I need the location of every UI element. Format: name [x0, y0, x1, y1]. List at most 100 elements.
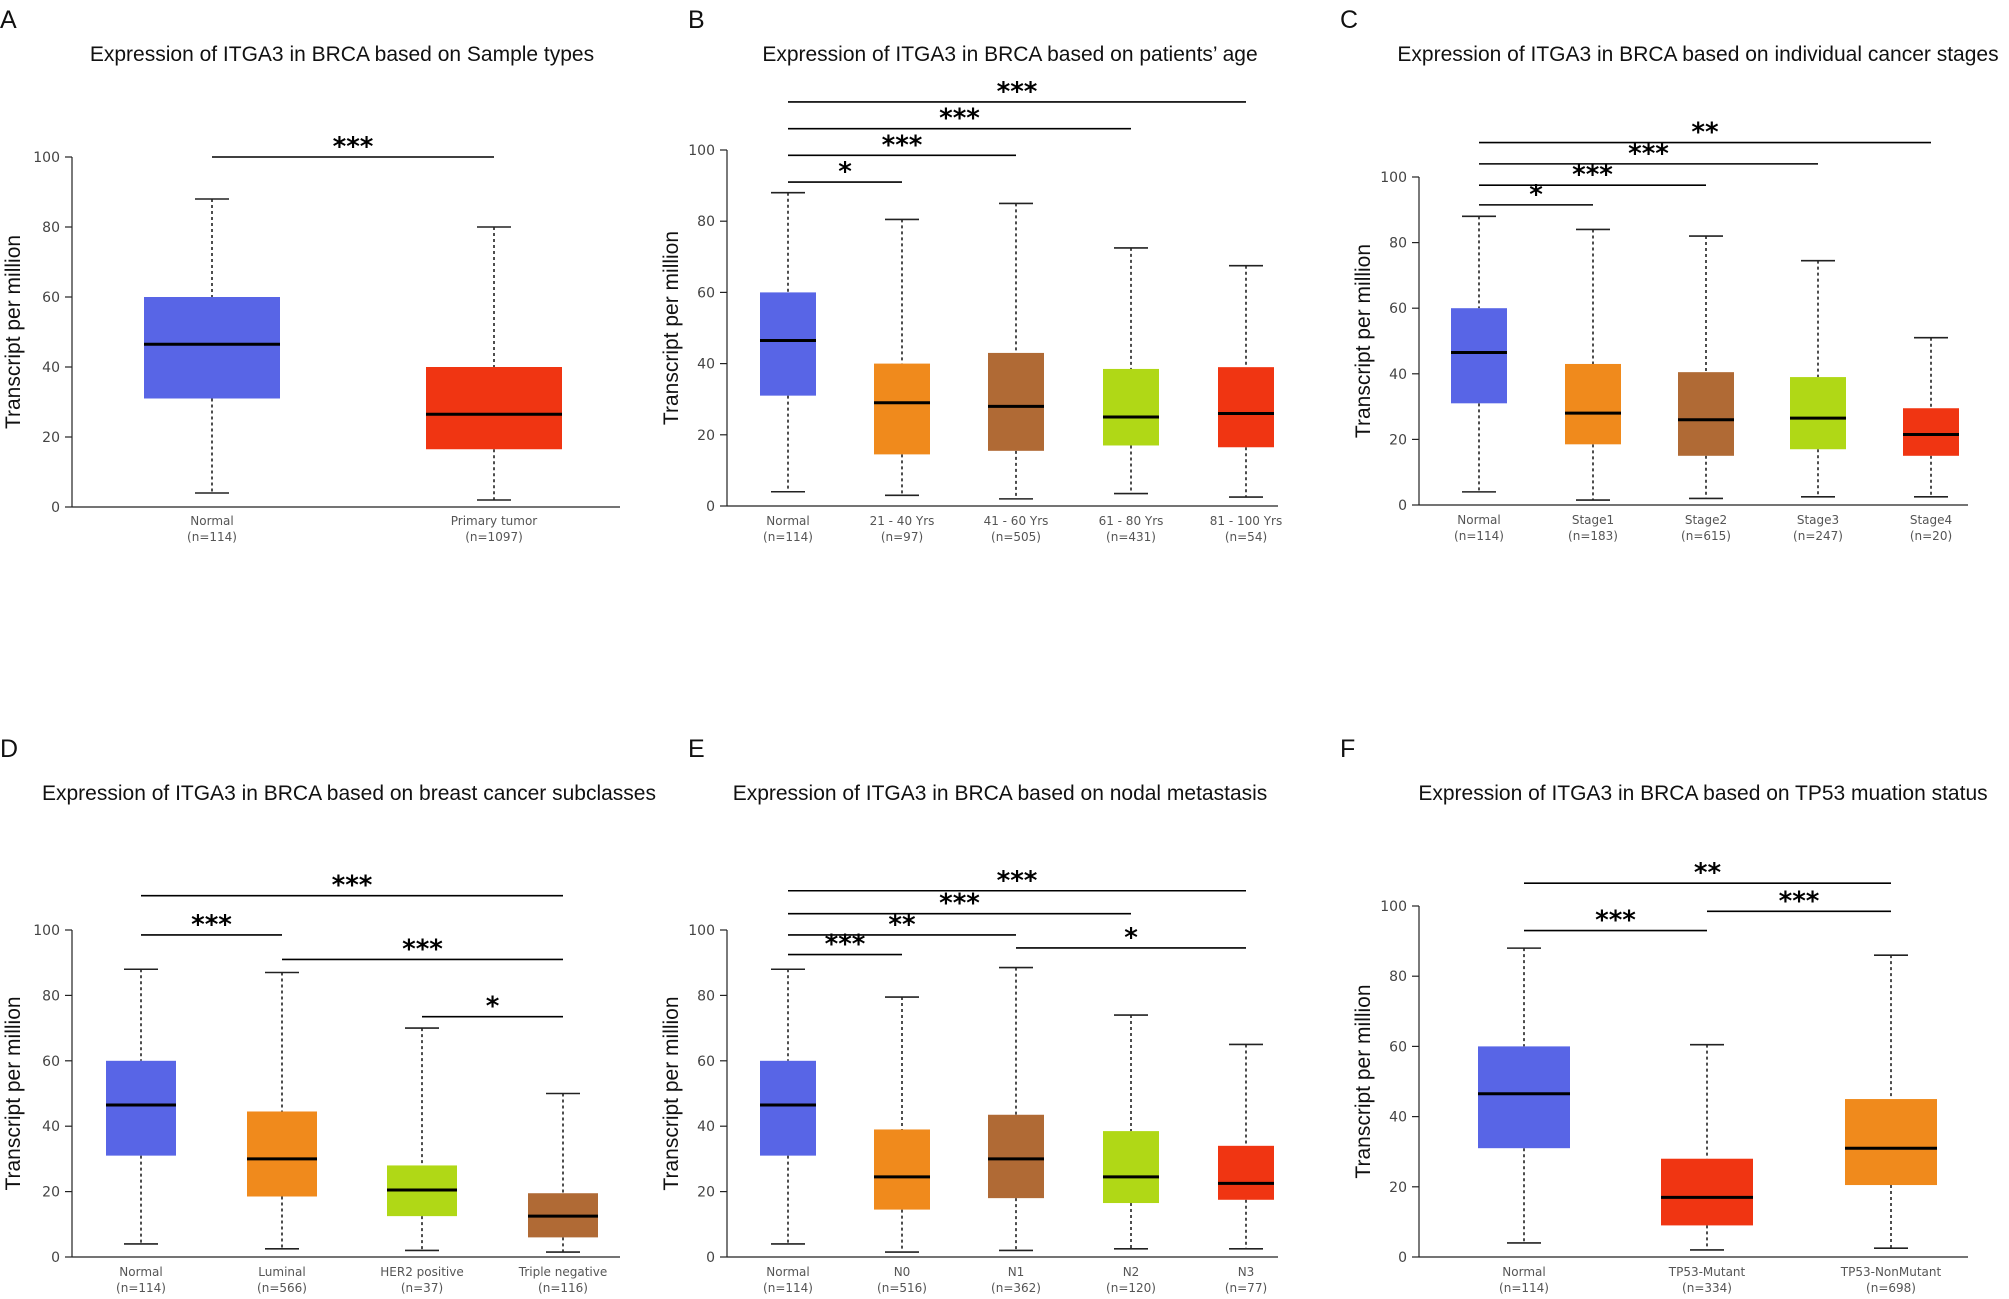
x-category-label: Normal: [1502, 1265, 1545, 1279]
y-axis-label: Transcript per million: [1352, 244, 1375, 438]
box-group: Normal (n=114): [106, 968, 176, 1295]
y-tick-label: 40: [697, 1119, 715, 1135]
significance-stars: ***: [997, 77, 1038, 107]
box-iqr: [1103, 368, 1159, 446]
x-category-label: TP53-Mutant: [1668, 1265, 1746, 1279]
x-category-label: Stage1: [1572, 513, 1614, 527]
box-iqr: [874, 1129, 930, 1210]
y-tick-label: 100: [33, 150, 60, 166]
y-axis-label: Transcript per million: [660, 231, 683, 425]
y-tick-label: 0: [51, 500, 60, 516]
x-category-n: (n=37): [401, 1281, 443, 1295]
x-category-label: Stage2: [1685, 513, 1727, 527]
significance-bracket: *: [1016, 923, 1246, 953]
box-group: TP53-Mutant (n=334): [1661, 1043, 1753, 1295]
x-category-n: (n=114): [1499, 1281, 1549, 1295]
significance-bracket: ***: [212, 132, 494, 162]
y-tick-label: 80: [697, 988, 715, 1004]
y-tick-label: 20: [42, 1185, 60, 1201]
y-tick-label: 100: [688, 923, 715, 939]
x-category-n: (n=431): [1106, 530, 1156, 544]
significance-bracket: ***: [788, 930, 902, 960]
y-tick-label: 20: [697, 1185, 715, 1201]
x-category-n: (n=698): [1866, 1281, 1916, 1295]
significance-bracket: ***: [788, 77, 1246, 107]
significance-bracket: **: [788, 910, 1016, 940]
panel-e: E Expression of ITGA3 in BRCA based on no…: [660, 735, 1278, 1295]
x-category-n: (n=334): [1682, 1281, 1732, 1295]
x-category-n: (n=20): [1910, 529, 1952, 543]
x-category-n: (n=97): [881, 530, 923, 544]
box-group: Primary tumor (n=1097): [426, 226, 562, 544]
chart-title: Expression of ITGA3 in BRCA based on pat…: [762, 43, 1257, 66]
y-tick-label: 0: [1398, 498, 1407, 514]
y-tick-label: 100: [688, 143, 715, 159]
y-tick-label: 100: [1380, 170, 1407, 186]
x-category-label: N1: [1008, 1265, 1025, 1279]
significance-bracket: ***: [282, 934, 563, 964]
box-iqr: [760, 292, 816, 396]
box-iqr: [1790, 377, 1846, 450]
significance-stars: *: [1529, 180, 1543, 210]
box-group: HER2 positive (n=37): [380, 1027, 464, 1295]
y-tick-label: 20: [1389, 432, 1407, 448]
y-tick-label: 20: [697, 428, 715, 444]
significance-bracket: ***: [788, 889, 1131, 919]
y-tick-label: 40: [42, 360, 60, 376]
box-group: Normal (n=114): [1478, 947, 1570, 1295]
significance-bracket: ***: [1524, 906, 1707, 936]
box-group: Normal (n=114): [1451, 215, 1507, 543]
panel-a: A Expression of ITGA3 in BRCA based on Sa…: [0, 6, 620, 544]
box-iqr: [1661, 1158, 1753, 1226]
y-tick-label: 40: [1389, 1110, 1407, 1126]
panel-letter: B: [688, 6, 705, 34]
box-group: Stage2 (n=615): [1678, 235, 1734, 543]
box-group: TP53-NonMutant (n=698): [1840, 954, 1942, 1295]
x-category-n: (n=1097): [465, 530, 523, 544]
x-category-n: (n=114): [1454, 529, 1504, 543]
x-category-label: Primary tumor: [451, 514, 538, 528]
significance-stars: ***: [1628, 139, 1669, 169]
x-category-label: Normal: [119, 1265, 162, 1279]
x-category-n: (n=183): [1568, 529, 1618, 543]
y-tick-label: 20: [1389, 1180, 1407, 1196]
y-tick-label: 0: [51, 1250, 60, 1266]
x-category-n: (n=114): [187, 530, 237, 544]
x-category-label: 21 - 40 Yrs: [870, 514, 935, 528]
y-tick-label: 60: [42, 1054, 60, 1070]
y-axis-label: Transcript per million: [1352, 984, 1375, 1178]
significance-stars: ***: [825, 930, 866, 960]
box-group: Luminal (n=566): [247, 971, 317, 1295]
significance-bracket: ***: [1479, 139, 1818, 169]
significance-stars: ***: [332, 871, 373, 901]
significance-stars: ***: [191, 910, 232, 940]
significance-bracket: ***: [788, 104, 1131, 134]
chart-title: Expression of ITGA3 in BRCA based on Sam…: [90, 43, 594, 66]
box-iqr: [144, 297, 280, 399]
y-tick-label: 80: [42, 988, 60, 1004]
box-group: 21 - 40 Yrs (n=97): [870, 218, 935, 544]
box-iqr: [988, 352, 1044, 451]
y-tick-label: 80: [697, 214, 715, 230]
significance-bracket: *: [422, 992, 563, 1022]
chart-title: Expression of ITGA3 in BRCA based on TP5…: [1418, 782, 1987, 805]
box-group: Normal (n=114): [760, 968, 816, 1295]
y-axis-label: Transcript per million: [2, 996, 25, 1190]
x-category-n: (n=114): [763, 530, 813, 544]
box-iqr: [1103, 1131, 1159, 1204]
panel-letter: A: [0, 6, 17, 34]
y-axis-label: Transcript per million: [2, 235, 25, 429]
x-category-n: (n=114): [763, 1281, 813, 1295]
significance-bracket: ***: [788, 130, 1016, 160]
significance-bracket: ***: [141, 871, 563, 901]
significance-bracket: ***: [788, 866, 1246, 896]
box-iqr: [1678, 372, 1734, 456]
x-category-label: 61 - 80 Yrs: [1099, 514, 1164, 528]
x-category-label: 41 - 60 Yrs: [984, 514, 1049, 528]
y-tick-label: 100: [1380, 899, 1407, 915]
panel-d: D Expression of ITGA3 in BRCA based on br…: [0, 735, 656, 1295]
chart-title: Expression of ITGA3 in BRCA based on nod…: [733, 782, 1268, 805]
y-tick-label: 100: [33, 923, 60, 939]
box-iqr: [1451, 308, 1507, 404]
